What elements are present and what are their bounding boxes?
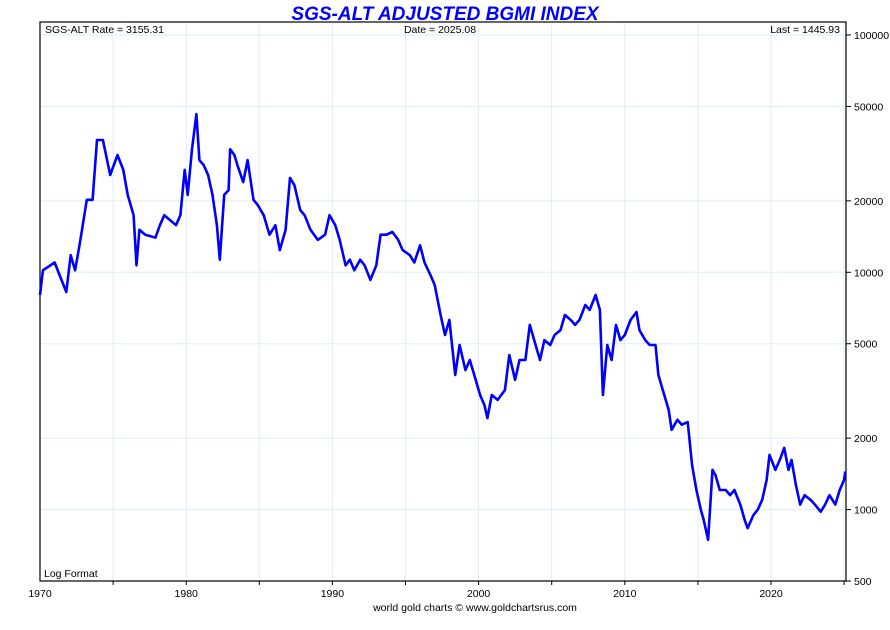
y-tick-label: 500	[854, 576, 872, 588]
y-tick-label: 1000	[854, 505, 878, 517]
header-date: Date = 2025.08	[404, 24, 476, 36]
y-tick-label: 20000	[854, 196, 883, 208]
plot-frame	[39, 21, 847, 582]
header-rate: SGS-ALT Rate = 3155.31	[45, 24, 164, 36]
x-tick-label: 1980	[175, 588, 199, 600]
y-tick-label: 50000	[854, 101, 883, 113]
x-tick-label: 1990	[321, 588, 345, 600]
footer-credit: world gold charts © www.goldchartsrus.co…	[372, 602, 577, 614]
x-axis: 1970 1980 1990 2000 2010 2020	[28, 581, 845, 600]
y-tick-label: 2000	[854, 433, 878, 445]
y-tick-label: 10000	[854, 267, 883, 279]
y-tick-label: 100000	[854, 30, 889, 42]
x-tick-label: 2020	[759, 588, 783, 600]
grid	[40, 22, 846, 582]
y-tick-label: 5000	[854, 339, 878, 351]
series-line	[38, 112, 847, 542]
x-tick-label: 1970	[28, 588, 52, 600]
header-last: Last = 1445.93	[770, 24, 840, 36]
x-tick-label: 2010	[613, 588, 637, 600]
scale-note: Log Format	[44, 568, 98, 580]
x-tick-label: 2000	[467, 588, 491, 600]
y-axis: 100000 50000 20000 10000 5000 2000 1000 500	[846, 30, 889, 588]
chart-title: SGS-ALT ADJUSTED BGMI INDEX	[291, 4, 600, 25]
